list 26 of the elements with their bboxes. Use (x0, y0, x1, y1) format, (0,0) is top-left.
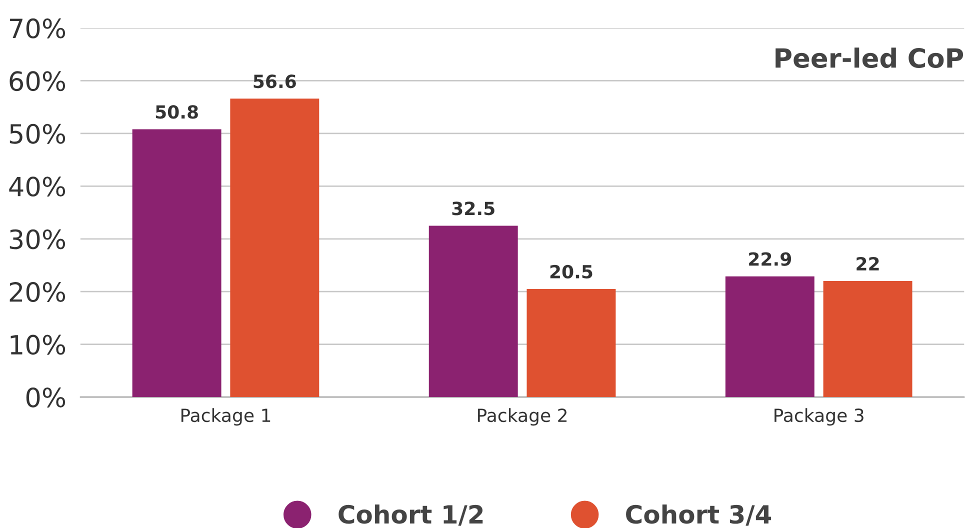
data-label: 22 (856, 256, 879, 270)
x-tick-label: Package 2 (478, 408, 567, 426)
x-tick-label: Package 1 (181, 408, 270, 426)
y-tick-label: 20% (10, 282, 66, 302)
data-label: 32.5 (452, 202, 494, 216)
data-label: 56.6 (254, 74, 296, 88)
legend-label: Cohort 3/4 (626, 504, 772, 526)
y-tick-label: 60% (10, 71, 66, 92)
bar (132, 129, 222, 398)
y-tick-label: 10% (10, 334, 66, 355)
y-tick-label: 0% (26, 387, 66, 408)
bar (230, 98, 320, 398)
y-tick-label: 40% (9, 176, 66, 197)
bar (725, 276, 814, 398)
legend-label: Cohort 1/2 (338, 504, 483, 526)
data-label: 22.9 (749, 252, 792, 266)
y-tick-label: 50% (10, 124, 66, 144)
text: Peer-led CoP (776, 48, 964, 68)
bar (823, 281, 912, 398)
x-tick-label: Package 3 (774, 408, 864, 426)
data-label: 20.5 (550, 264, 592, 279)
y-tick-label: 30% (10, 229, 66, 250)
bar (428, 226, 518, 398)
data-label: 50.8 (156, 105, 198, 119)
y-tick-label: 70% (10, 18, 66, 38)
bar (526, 288, 616, 398)
